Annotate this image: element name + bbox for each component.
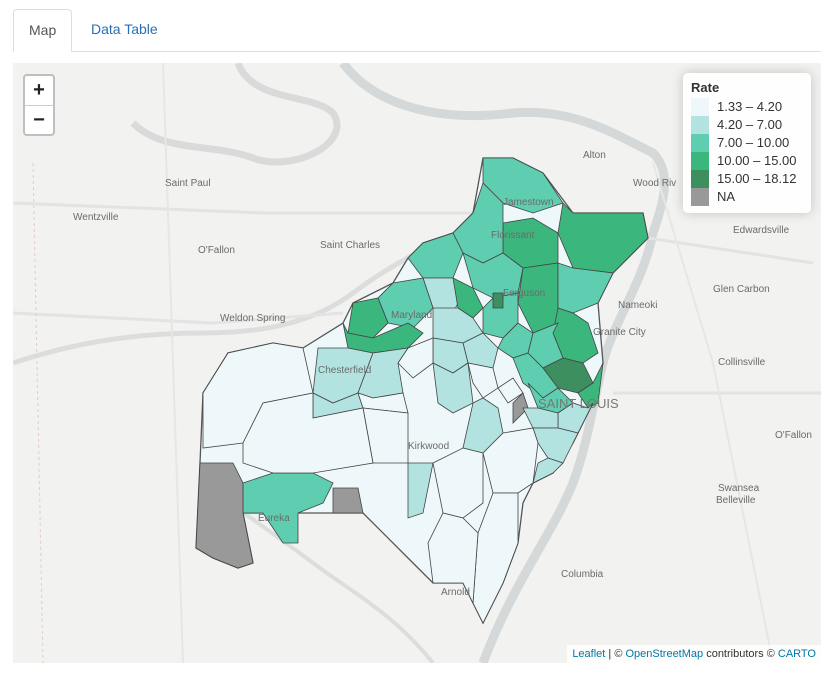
place-label: Swansea [718,483,760,494]
tab-map[interactable]: Map [13,9,73,52]
place-label: O'Fallon [775,430,812,441]
attribution: Leaflet | © OpenStreetMap contributors ©… [567,645,821,663]
place-label: Wentzville [73,212,119,223]
region[interactable] [195,462,254,569]
legend-swatch [691,98,709,116]
legend-label: 10.00 – 15.00 [717,153,797,168]
place-label: Edwardsville [733,225,790,236]
legend: Rate 1.33 – 4.20 4.20 – 7.00 7.00 – 10.0… [683,73,811,213]
place-label: Granite City [593,327,646,338]
legend-swatch [691,170,709,188]
legend-item: 15.00 – 18.12 [691,170,803,188]
region[interactable] [462,252,524,299]
boundary-line [32,162,44,663]
road [652,162,774,663]
region[interactable] [332,487,364,514]
legend-label: 1.33 – 4.20 [717,99,783,114]
region[interactable] [347,297,389,339]
region[interactable] [242,392,374,474]
road [13,311,344,325]
place-label: Glen Carbon [713,284,770,295]
region[interactable] [357,392,409,414]
zoom-in-button[interactable]: + [25,76,53,106]
place-label: Nameoki [618,300,657,311]
place-label: Maryland [391,310,432,321]
region[interactable] [492,292,504,309]
place-label: Belleville [716,495,756,506]
place-label: O'Fallon [198,245,235,256]
zoom-out-button[interactable]: − [33,109,45,131]
place-label: Weldon Spring [220,313,285,324]
region[interactable] [522,407,559,429]
river-mississippi [339,63,670,663]
place-label: Alton [583,150,606,161]
legend-item: NA [691,188,803,206]
legend-swatch [691,188,709,206]
attribution-sep: | © [605,648,626,660]
place-label: Chesterfield [318,365,371,376]
legend-label: 4.20 – 7.00 [717,117,783,132]
place-label: Ferguson [503,288,545,299]
region[interactable] [427,512,479,605]
road [162,63,184,663]
carto-link[interactable]: CARTO [777,648,816,660]
region[interactable] [557,202,649,274]
place-label: SAINT LOUIS [538,396,619,411]
osm-link[interactable]: OpenStreetMap [625,648,704,660]
region[interactable] [467,362,499,399]
leaflet-link[interactable]: Leaflet [572,648,606,660]
region[interactable] [532,457,564,484]
place-label: Saint Paul [165,178,211,189]
legend-item: 7.00 – 10.00 [691,134,803,152]
attribution-contrib: contributors © [703,648,778,660]
region[interactable] [407,462,434,519]
place-label: Collinsville [718,357,766,368]
legend-item: 4.20 – 7.00 [691,116,803,134]
legend-swatch [691,116,709,134]
legend-swatch [691,152,709,170]
legend-label: 15.00 – 18.12 [717,171,797,186]
place-label: Kirkwood [408,441,449,452]
legend-label: NA [717,189,736,204]
legend-swatch [691,134,709,152]
place-label: Saint Charles [320,240,380,251]
place-label: Eureka [258,513,290,524]
legend-item: 1.33 – 4.20 [691,98,803,116]
place-label: Florissant [491,230,535,241]
legend-item: 10.00 – 15.00 [691,152,803,170]
legend-title: Rate [691,80,720,95]
place-label: Columbia [561,569,604,580]
legend-label: 7.00 – 10.00 [717,135,790,150]
tab-data-table[interactable]: Data Table [91,21,158,37]
region[interactable] [577,362,604,409]
basemap: Alton Wood Riv Saint Paul Wentzville O'F… [13,63,821,663]
place-label: Jamestown [503,197,554,208]
place-label: Wood Riv [633,178,676,189]
place-label: Arnold [441,587,470,598]
map-view[interactable]: Alton Wood Riv Saint Paul Wentzville O'F… [13,63,821,663]
zoom-control: + − [23,74,55,136]
tab-bar: Map Data Table [13,9,821,52]
region[interactable] [452,277,484,319]
river-missouri-upper [130,63,341,166]
